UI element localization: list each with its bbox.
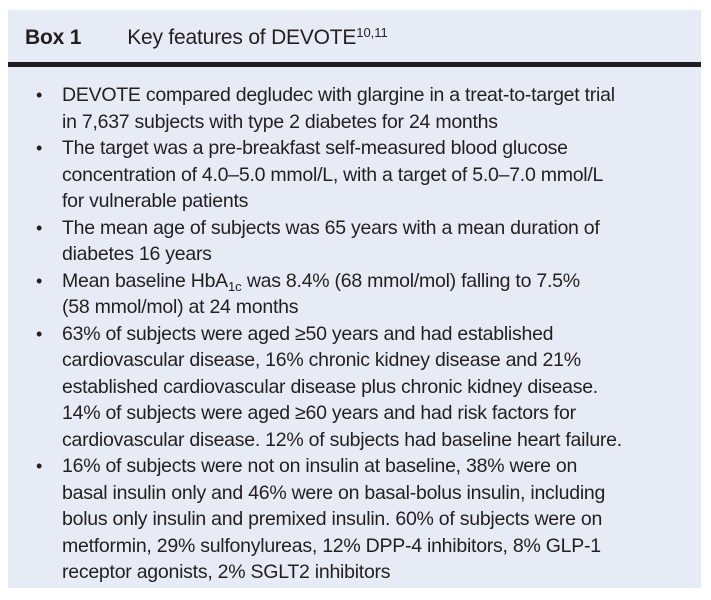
box-number-label: Box 1 <box>25 26 82 49</box>
bullet-icon: • <box>36 456 43 476</box>
box-title-reference-superscript: 10,11 <box>356 25 388 40</box>
bullet-icon: • <box>36 85 43 105</box>
list-item: • 16% of subjects were not on insulin at… <box>36 453 683 586</box>
hba1c-subscript: 1c <box>227 278 242 294</box>
bullet-icon: • <box>36 217 43 238</box>
hba1c-prefix: Mean baseline HbA <box>62 269 228 292</box>
key-features-list: • DEVOTE compared degludec with glargine… <box>8 67 701 586</box>
hba1c-suffix: was 8.4% (68 mmol/mol) falling to 7.5% (… <box>62 269 580 319</box>
list-item-text: 63% of subjects were aged ≥50 years and … <box>62 322 622 451</box>
bullet-icon: • <box>36 270 43 291</box>
list-item: • The mean age of subjects was 65 years … <box>36 215 683 268</box>
list-item: • The target was a pre-breakfast self-me… <box>36 135 683 215</box>
list-item-text: Mean baseline HbA1c was 8.4% (68 mmol/mo… <box>62 268 683 321</box>
list-item: • 63% of subjects were aged ≥50 years an… <box>36 321 683 454</box>
list-item: • Mean baseline HbA1c was 8.4% (68 mmol/… <box>36 268 683 321</box>
list-item-text: The mean age of subjects was 65 years wi… <box>62 216 600 266</box>
box-title-text: Key features of DEVOTE <box>127 26 357 49</box>
list-item: • DEVOTE compared degludec with glargine… <box>36 82 683 135</box>
list-item-text: 16% of subjects were not on insulin at b… <box>62 455 606 583</box>
list-item-text: The target was a pre-breakfast self-meas… <box>62 137 604 212</box>
bullet-icon: • <box>36 138 43 158</box>
box-header: Box 1 Key features of DEVOTE10,11 <box>8 10 701 51</box>
list-item-text: DEVOTE compared degludec with glargine i… <box>62 84 615 133</box>
bullet-icon: • <box>36 323 43 344</box>
box-title: Key features of DEVOTE10,11 <box>127 25 388 51</box>
box-1-panel: Box 1 Key features of DEVOTE10,11 • DEVO… <box>8 10 701 588</box>
header-divider <box>8 62 701 67</box>
